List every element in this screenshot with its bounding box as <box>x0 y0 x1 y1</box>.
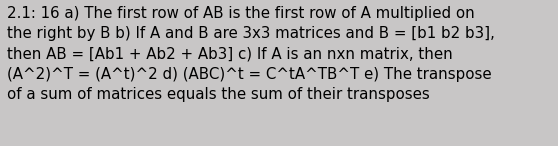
Text: 2.1: 16 a) The first row of AB is the first row of A multiplied on
the right by : 2.1: 16 a) The first row of AB is the fi… <box>7 6 494 102</box>
